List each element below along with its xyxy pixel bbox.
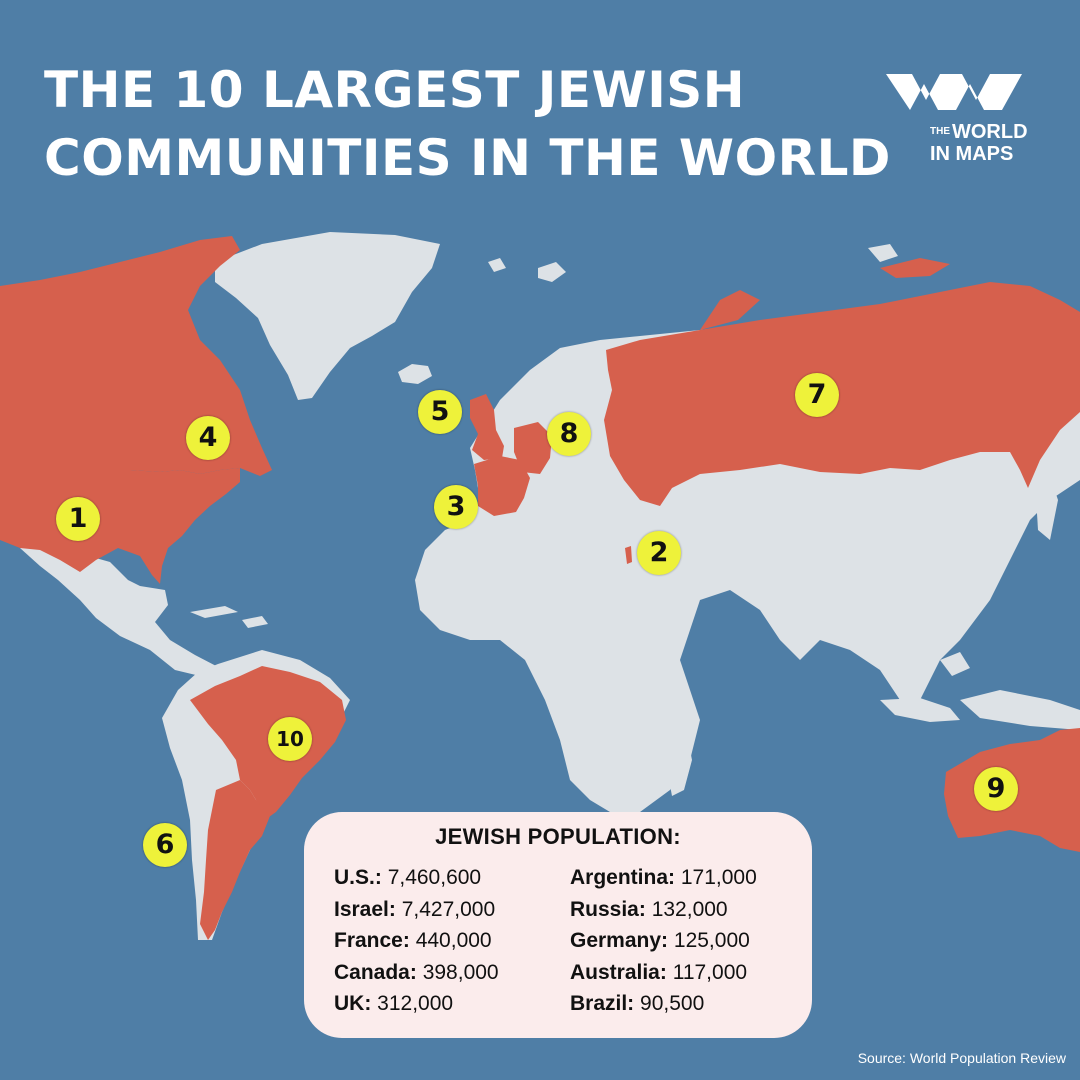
rank-marker-10: 10 bbox=[268, 717, 312, 761]
country-usa bbox=[0, 468, 240, 584]
legend-value: 312,000 bbox=[377, 992, 454, 1015]
legend-label: U.S.: bbox=[334, 866, 382, 889]
page-title: THE 10 LARGEST JEWISH COMMUNITIES IN THE… bbox=[44, 56, 891, 192]
country-france bbox=[474, 456, 530, 516]
logo-the: THE bbox=[930, 126, 950, 137]
legend-value: 7,460,600 bbox=[387, 866, 482, 889]
logo-world: WORLD bbox=[952, 121, 1028, 143]
rank-marker-1: 1 bbox=[56, 497, 100, 541]
legend-value: 7,427,000 bbox=[401, 897, 496, 921]
legend-column-right: Argentina: 171,000 Russia: 132,000 Germa… bbox=[570, 862, 757, 1020]
country-russia bbox=[604, 282, 1080, 506]
legend-row: Brazil: 90,500 bbox=[570, 988, 757, 1020]
legend-value: 117,000 bbox=[672, 960, 748, 984]
legend-value: 125,000 bbox=[673, 929, 750, 952]
rank-marker-9: 9 bbox=[974, 767, 1018, 811]
legend-row: France: 440,000 bbox=[334, 925, 499, 957]
legend-row: U.S.: 7,460,600 bbox=[334, 862, 499, 894]
legend-label: Brazil: bbox=[570, 992, 635, 1015]
land-greenland bbox=[215, 232, 440, 400]
rank-marker-4: 4 bbox=[186, 416, 230, 460]
land-caribbean bbox=[190, 606, 268, 628]
country-russia-islands bbox=[700, 258, 950, 330]
legend-label: France: bbox=[334, 929, 410, 952]
legend-label: Israel: bbox=[334, 897, 396, 921]
land-iceland bbox=[398, 364, 432, 384]
logo-in-maps: IN MAPS bbox=[930, 143, 1014, 165]
population-legend: JEWISH POPULATION: U.S.: 7,460,600 Israe… bbox=[304, 812, 812, 1038]
legend-label: Russia: bbox=[570, 897, 646, 921]
source-credit: Source: World Population Review bbox=[857, 1050, 1066, 1066]
legend-row: UK: 312,000 bbox=[334, 988, 499, 1020]
country-argentina bbox=[200, 780, 270, 940]
title-line-2: COMMUNITIES IN THE WORLD bbox=[44, 129, 891, 187]
legend-title: JEWISH POPULATION: bbox=[435, 824, 681, 849]
rank-marker-7: 7 bbox=[795, 373, 839, 417]
title-line-1: THE 10 LARGEST JEWISH bbox=[44, 61, 746, 119]
legend-row: Australia: 117,000 bbox=[570, 957, 757, 989]
rank-marker-8: 8 bbox=[547, 412, 591, 456]
legend-row: Argentina: 171,000 bbox=[570, 862, 757, 894]
rank-marker-2: 2 bbox=[637, 531, 681, 575]
land-madagascar bbox=[668, 740, 692, 796]
rank-marker-6: 6 bbox=[143, 823, 187, 867]
legend-label: Australia: bbox=[570, 960, 667, 984]
country-uk bbox=[470, 394, 504, 460]
legend-value: 90,500 bbox=[640, 992, 705, 1015]
legend-row: Germany: 125,000 bbox=[570, 925, 757, 957]
legend-row: Russia: 132,000 bbox=[570, 894, 757, 926]
legend-value: 132,000 bbox=[651, 897, 728, 921]
legend-column-left: U.S.: 7,460,600 Israel: 7,427,000 France… bbox=[334, 862, 499, 1020]
legend-label: Argentina: bbox=[570, 866, 675, 889]
land-indonesia bbox=[880, 652, 1080, 730]
legend-row: Israel: 7,427,000 bbox=[334, 894, 499, 926]
rank-marker-5: 5 bbox=[418, 390, 462, 434]
land-japan bbox=[1035, 470, 1058, 540]
legend-value: 440,000 bbox=[415, 929, 492, 952]
country-israel bbox=[625, 546, 632, 564]
legend-label: UK: bbox=[334, 992, 372, 1015]
logo-wordmark: THE WORLD IN MAPS bbox=[930, 122, 1028, 164]
wm-logo-icon bbox=[886, 74, 1022, 110]
rank-marker-3: 3 bbox=[434, 485, 478, 529]
land-mexico-central-america bbox=[20, 548, 230, 688]
legend-label: Germany: bbox=[570, 929, 669, 952]
legend-value: 398,000 bbox=[422, 960, 499, 984]
legend-label: Canada: bbox=[334, 960, 417, 984]
legend-value: 171,000 bbox=[680, 866, 757, 889]
legend-row: Canada: 398,000 bbox=[334, 957, 499, 989]
country-germany bbox=[514, 422, 552, 474]
